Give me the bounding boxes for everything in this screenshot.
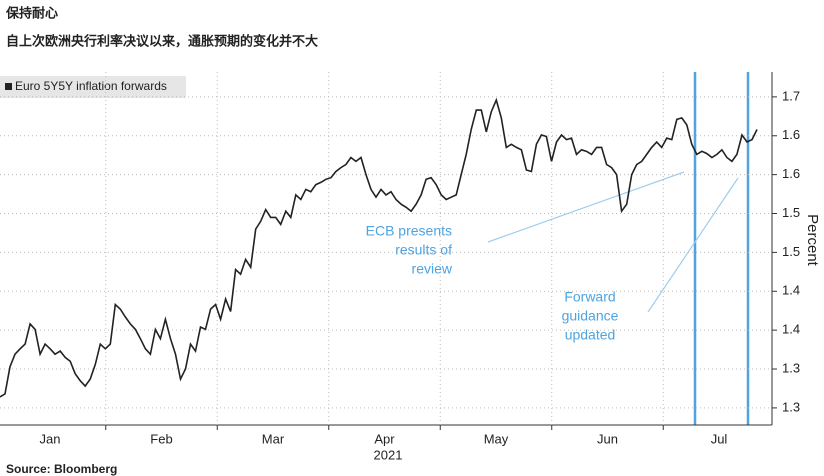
annotation: review [412, 261, 453, 277]
x-tick-label: May [484, 431, 509, 446]
y-tick-label: 1.3 [782, 360, 800, 375]
y-tick-label: 1.6 [782, 127, 800, 142]
year-label: 2021 [374, 447, 403, 462]
y-tick-label: 1.4 [782, 283, 800, 298]
line-series [0, 97, 758, 398]
source: Source: Bloomberg [6, 462, 117, 476]
y-tick-label: 1.3 [782, 399, 800, 414]
legend-label: Euro 5Y5Y inflation forwards [15, 79, 167, 93]
chart-title: 保持耐心 [5, 5, 58, 20]
x-tick-label: Jun [597, 431, 618, 446]
x-tick-label: Jul [711, 431, 728, 446]
annotation: updated [565, 327, 616, 343]
annotation: results of [395, 242, 452, 258]
annotation-arrow [487, 171, 685, 243]
x-tick-label: Mar [262, 431, 285, 446]
y-tick-label: 1.5 [782, 205, 800, 220]
x-tick-label: Apr [374, 431, 395, 446]
y-tick-label: 1.7 [782, 88, 800, 103]
y-axis-label: Percent [804, 214, 821, 267]
y-tick-label: 1.6 [782, 166, 800, 181]
annotation: Forward [564, 289, 615, 305]
legend-swatch [5, 83, 12, 90]
y-tick-label: 1.5 [782, 244, 800, 259]
annotation-arrow [647, 177, 739, 313]
annotation: ECB presents [366, 223, 452, 239]
legend-box [0, 76, 186, 98]
y-tick-label: 1.4 [782, 322, 800, 337]
x-tick-label: Jan [40, 431, 61, 446]
chart-subtitle: 自上次欧洲央行利率决议以来，通胀预期的变化并不大 [6, 33, 318, 48]
annotation: guidance [562, 308, 619, 324]
x-tick-label: Feb [150, 431, 172, 446]
